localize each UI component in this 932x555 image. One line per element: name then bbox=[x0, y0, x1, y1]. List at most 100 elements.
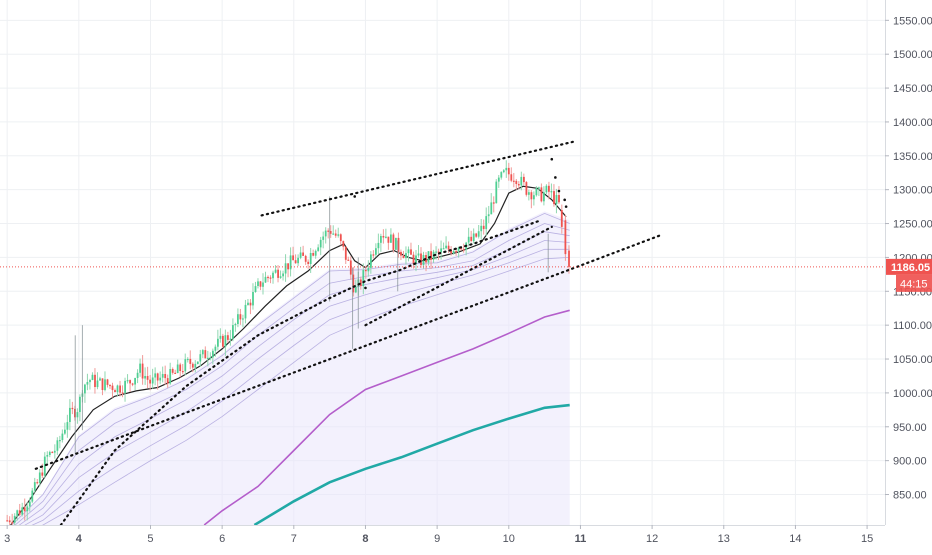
candle-up bbox=[217, 338, 219, 347]
candle-up bbox=[497, 177, 500, 182]
candle-up bbox=[417, 253, 420, 256]
candle-down bbox=[307, 261, 310, 264]
candle-up bbox=[332, 233, 335, 235]
x-tick-label: 5 bbox=[147, 533, 153, 545]
candle-down bbox=[329, 231, 332, 234]
candle-down bbox=[397, 237, 400, 252]
candle-up bbox=[48, 451, 51, 455]
candle-up bbox=[161, 374, 164, 378]
candle-up bbox=[279, 276, 282, 278]
candle-up bbox=[126, 380, 129, 382]
candle-up bbox=[467, 236, 470, 243]
candle-up bbox=[212, 350, 214, 358]
x-tick-label: 13 bbox=[718, 533, 730, 545]
ma-purple-line bbox=[203, 309, 570, 526]
candle-up bbox=[415, 255, 417, 264]
candle-up bbox=[528, 192, 530, 195]
candle-down bbox=[364, 270, 367, 272]
y-tick-label: 950.00 bbox=[893, 422, 927, 434]
candle-up bbox=[28, 501, 31, 507]
trendline-3 bbox=[260, 139, 579, 217]
candle-up bbox=[380, 236, 382, 243]
last-price-label: 1186.05 bbox=[891, 262, 930, 274]
x-tick-label: 12 bbox=[646, 533, 658, 545]
candle-down bbox=[6, 520, 9, 522]
candle-up bbox=[555, 195, 558, 205]
candle-up bbox=[76, 412, 79, 418]
countdown-label: 44:15 bbox=[900, 278, 928, 290]
candle-up bbox=[89, 380, 91, 383]
candle-down bbox=[222, 335, 224, 347]
candle-down bbox=[302, 252, 304, 256]
candle-down bbox=[129, 380, 131, 384]
candle-up bbox=[495, 181, 498, 204]
candle-down bbox=[517, 184, 520, 186]
candle-up bbox=[139, 363, 141, 373]
candle-down bbox=[131, 383, 134, 385]
candle-up bbox=[362, 270, 365, 286]
candle-down bbox=[525, 182, 528, 195]
candle-down bbox=[41, 472, 44, 476]
countdown-badge bbox=[896, 274, 932, 292]
y-tick-label: 1300.00 bbox=[893, 185, 932, 197]
last-price-tag: 1186.05 44:15 bbox=[0, 258, 932, 292]
candle-down bbox=[269, 277, 272, 279]
candle-up bbox=[297, 257, 299, 264]
candle-down bbox=[450, 249, 452, 254]
y-tick-label: 1100.00 bbox=[893, 320, 932, 332]
candle-up bbox=[317, 247, 320, 251]
candle-up bbox=[16, 510, 19, 516]
candle-down bbox=[372, 254, 375, 256]
candle-down bbox=[430, 251, 432, 260]
ma-teal-line bbox=[253, 403, 570, 527]
ema-ribbon-line-2 bbox=[6, 223, 570, 533]
candle-down bbox=[312, 253, 315, 256]
candle-up bbox=[385, 236, 387, 238]
y-tick-label: 1350.00 bbox=[893, 151, 932, 163]
candle-up bbox=[319, 239, 322, 248]
candle-down bbox=[94, 374, 96, 387]
candles[interactable] bbox=[6, 160, 570, 531]
trendline-2 bbox=[59, 219, 543, 527]
candle-up bbox=[169, 369, 172, 384]
candle-down bbox=[530, 192, 533, 200]
candle-up bbox=[485, 216, 488, 230]
candle-up bbox=[472, 233, 475, 242]
candle-down bbox=[146, 376, 149, 380]
candle-down bbox=[342, 241, 345, 247]
candle-up bbox=[194, 363, 197, 368]
candle-up bbox=[242, 318, 244, 320]
candle-down bbox=[412, 254, 415, 264]
candle-up bbox=[502, 170, 505, 173]
candle-up bbox=[264, 276, 267, 283]
candle-up bbox=[535, 188, 538, 196]
candle-up bbox=[86, 382, 89, 385]
candle-up bbox=[184, 359, 187, 372]
candle-down bbox=[410, 249, 412, 255]
trendlines[interactable] bbox=[34, 139, 661, 527]
candle-down bbox=[292, 255, 294, 261]
y-tick-label: 1050.00 bbox=[893, 354, 932, 366]
y-tick-label: 1450.00 bbox=[893, 83, 932, 95]
candle-down bbox=[179, 364, 182, 371]
candle-up bbox=[370, 254, 372, 268]
candle-down bbox=[470, 236, 473, 241]
y-tick-label: 1250.00 bbox=[893, 219, 932, 231]
candle-up bbox=[196, 361, 199, 364]
candle-down bbox=[121, 392, 124, 394]
time-axis-bg bbox=[0, 525, 932, 550]
marker-dot bbox=[554, 176, 557, 179]
candle-up bbox=[232, 325, 234, 339]
candle-down bbox=[352, 274, 355, 293]
candle-down bbox=[149, 379, 151, 384]
candle-down bbox=[447, 245, 450, 250]
candle-up bbox=[13, 515, 16, 523]
ema-ribbon-line-4 bbox=[7, 240, 570, 536]
candle-up bbox=[237, 314, 239, 324]
ema-ribbon-line-1 bbox=[6, 212, 570, 530]
candle-down bbox=[164, 374, 167, 379]
candle-down bbox=[548, 185, 550, 192]
candle-down bbox=[111, 385, 114, 391]
x-tick-label: 3 bbox=[4, 533, 10, 545]
